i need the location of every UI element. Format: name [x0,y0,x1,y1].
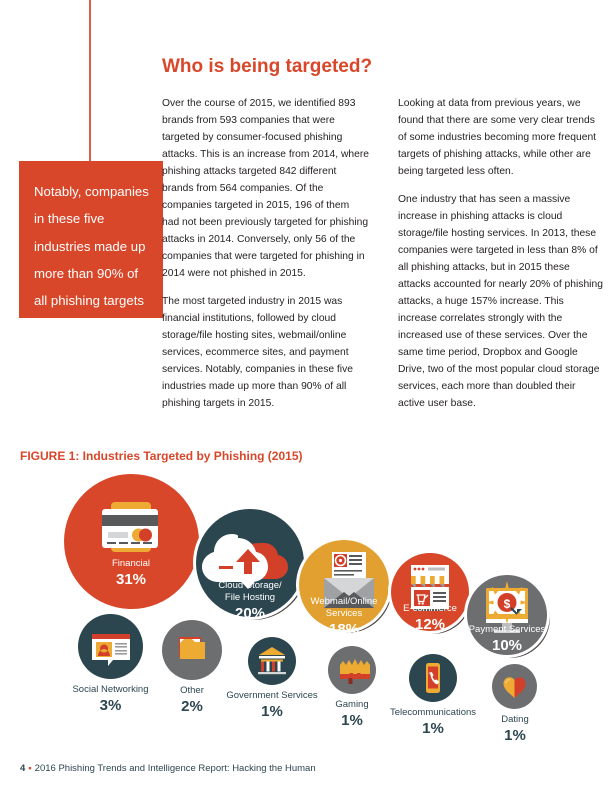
svg-text:$: $ [504,597,511,611]
